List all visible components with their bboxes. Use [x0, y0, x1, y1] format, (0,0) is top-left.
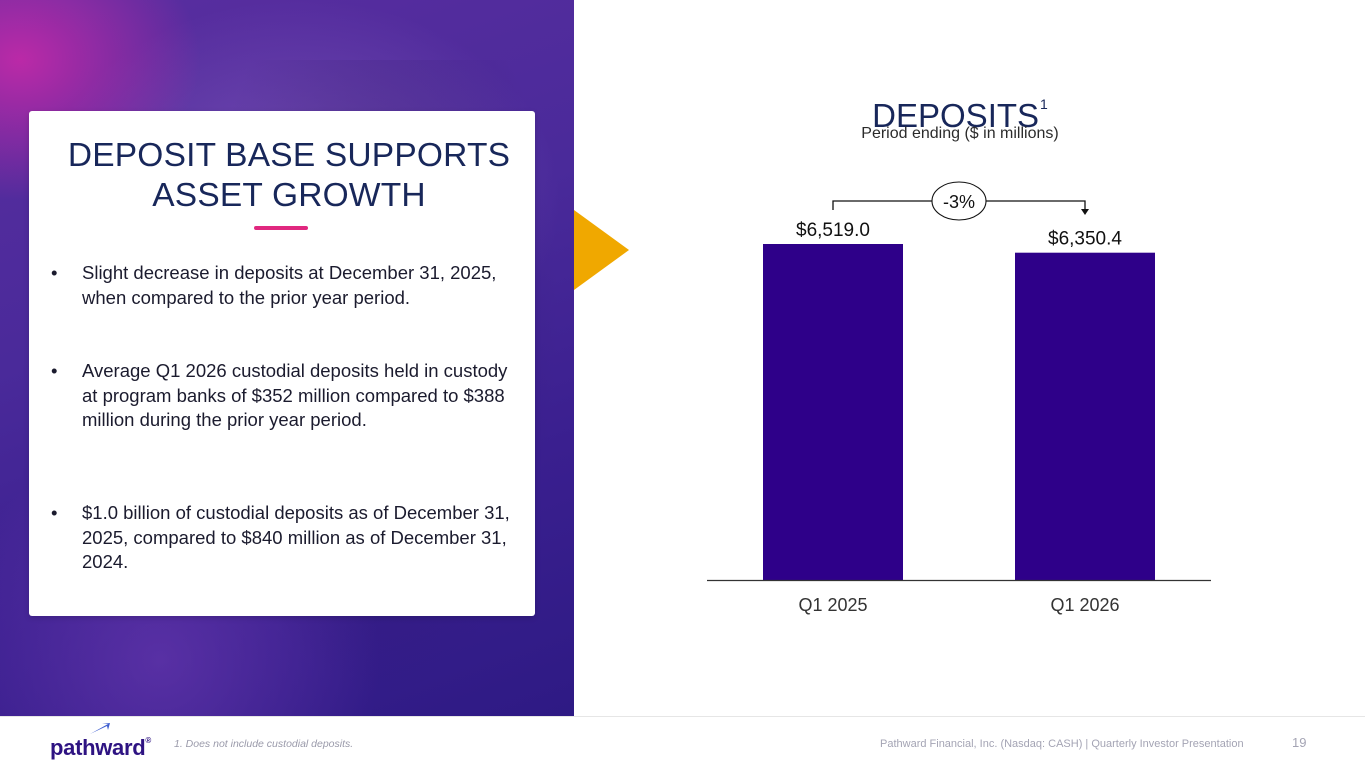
logo-text: pathward [50, 735, 146, 760]
content-card: DEPOSIT BASE SUPPORTS ASSET GROWTH • Sli… [29, 111, 535, 616]
change-bubble [931, 181, 987, 221]
slide-heading-line1: DEPOSIT BASE SUPPORTS [67, 137, 511, 174]
bullet-text: Slight decrease in deposits at December … [82, 262, 497, 308]
bullet-text: Average Q1 2026 custodial deposits held … [82, 360, 508, 430]
change-label: -3% [943, 192, 975, 212]
x-tick-label: Q1 2025 [798, 595, 867, 615]
bullet-dot: • [51, 360, 58, 381]
slide-heading: DEPOSIT BASE SUPPORTS ASSET GROWTH [49, 136, 529, 216]
logo-registered-mark: ® [145, 736, 151, 745]
pathward-logo: pathward® [50, 735, 151, 761]
bar-q1-2025 [763, 244, 903, 580]
bar-value-label: $6,350.4 [1048, 229, 1122, 250]
slide-heading-line2: ASSET GROWTH [152, 177, 426, 214]
chart-subtitle: Period ending ($ in millions) [861, 125, 1059, 142]
bar-value-label: $6,519.0 [796, 220, 870, 241]
footnote: 1. Does not include custodial deposits. [174, 738, 354, 750]
x-tick-label: Q1 2026 [1050, 595, 1119, 615]
page-number: 19 [1292, 735, 1307, 750]
bullet-dot: • [51, 502, 58, 523]
bar-q1-2026 [1015, 252, 1155, 580]
bullet-dot: • [51, 262, 58, 283]
chart-title: DEPOSITS1 [760, 84, 1160, 136]
bullet-item: • Average Q1 2026 custodial deposits hel… [51, 359, 521, 433]
pathward-logo-mark-icon [90, 723, 110, 734]
footer-company-text: Pathward Financial, Inc. (Nasdaq: CASH) … [880, 738, 1244, 750]
bullet-text: $1.0 billion of custodial deposits as of… [82, 502, 510, 572]
chart-title-footnote-mark: 1 [1040, 96, 1048, 112]
deposits-bar-chart: $6,519.0 Q1 2025 $6,350.4 Q1 2026 -3% [707, 181, 1211, 615]
change-arrow-head [1081, 209, 1089, 215]
footer-divider [0, 716, 1365, 717]
bullet-item: • $1.0 billion of custodial deposits as … [51, 501, 521, 575]
bullet-item: • Slight decrease in deposits at Decembe… [51, 261, 521, 310]
heading-accent-rule [254, 226, 308, 230]
chart-title-text: DEPOSITS [872, 97, 1040, 134]
gold-pointer-arrow [574, 210, 629, 290]
